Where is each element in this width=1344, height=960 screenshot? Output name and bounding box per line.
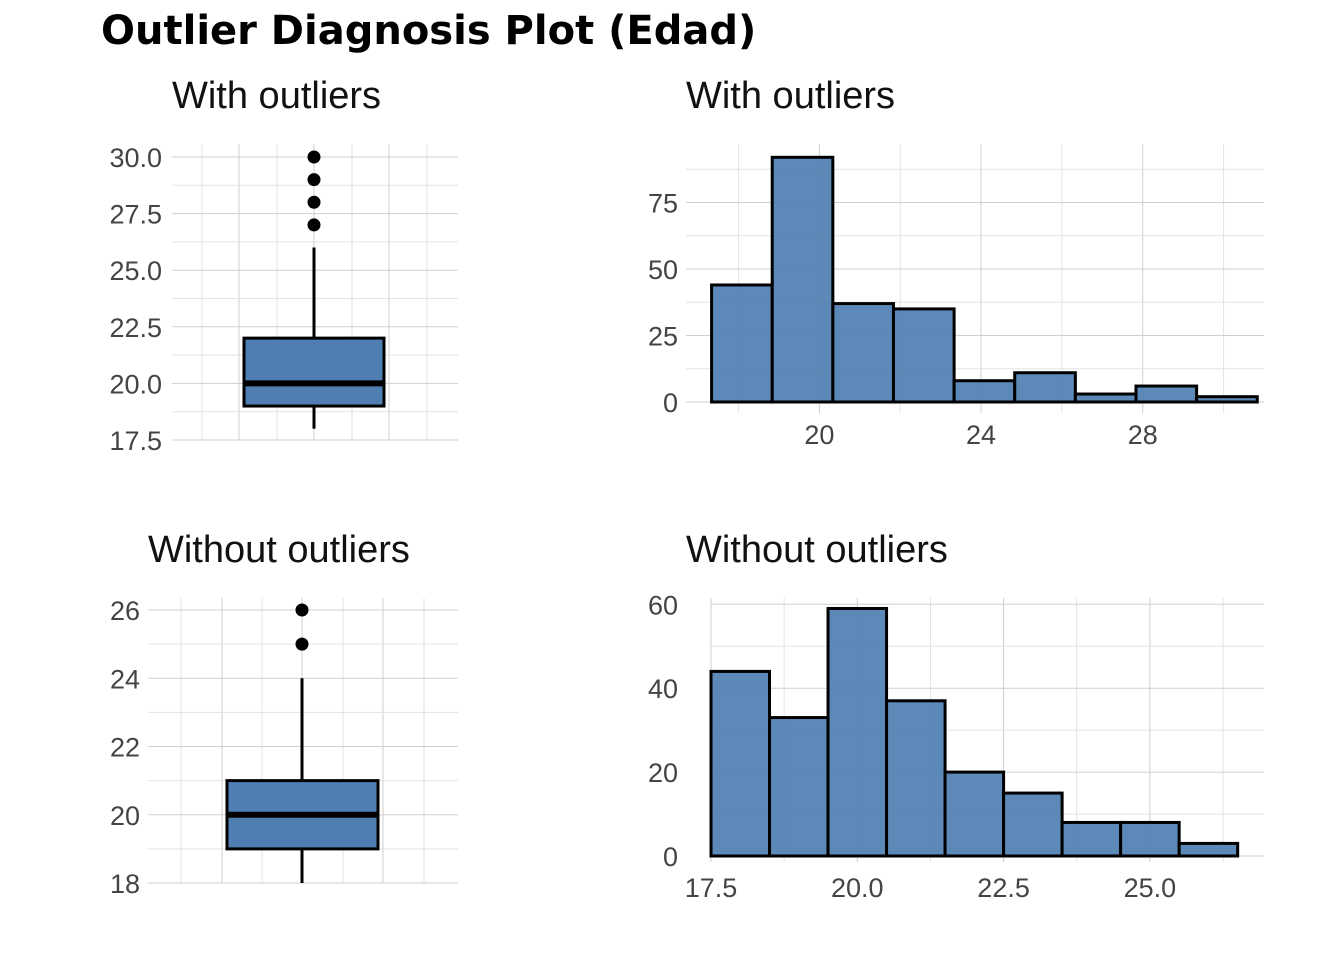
y-tick-label: 50 [648,255,678,285]
histogram-bar [1177,841,1240,858]
histogram-bar [1013,371,1077,404]
y-tick-label: 17.5 [109,426,162,456]
y-tick-label: 26 [110,596,140,626]
outlier-point [295,603,309,617]
y-tick-label: 22.5 [109,313,162,343]
panel-2-subtitle: With outliers [686,75,895,117]
y-tick-label: 30.0 [109,143,162,173]
box-iqr [242,336,386,408]
histogram-bar [1073,392,1138,404]
y-tick-label: 25 [648,322,678,352]
y-tick-label: 20.0 [109,369,162,399]
histogram-bar [885,699,947,858]
outlier-point [307,195,321,209]
y-tick-label: 20 [648,758,678,788]
histogram-bar [1060,820,1123,858]
histogram-bar [709,669,772,858]
x-tick-label: 17.5 [685,873,738,903]
histogram-bar [891,307,956,404]
panel-4-subtitle: Without outliers [686,529,948,571]
histogram-bar [1195,395,1259,404]
panel-1-subtitle: With outliers [172,75,381,117]
y-tick-label: 60 [648,590,678,620]
figure-title: Outlier Diagnosis Plot (Edad) [101,8,756,54]
histogram-bar [1134,384,1199,404]
panel-3-subtitle: Without outliers [148,529,410,571]
y-tick-label: 20 [110,801,140,831]
outlier-point [307,218,321,232]
histogram-bar [1119,820,1181,858]
histogram-bar [710,283,774,404]
x-tick-label: 25.0 [1124,873,1177,903]
histogram-with-outliers: 0 25 50 75 20 24 28 [648,144,1264,450]
outlier-point [307,173,321,187]
y-tick-label: 75 [648,189,678,219]
x-tick-label: 20 [804,420,834,450]
histogram-bar [831,302,895,404]
y-tick-label: 25.0 [109,256,162,286]
outlier-point [295,637,309,651]
y-tick-label: 24 [110,664,140,694]
histogram-bar [952,379,1017,404]
y-tick-label: 0 [663,388,678,418]
boxplot-without-outliers: 18 20 22 24 26 [110,596,458,899]
histogram-bar [770,155,835,404]
histogram-bar [943,770,1006,858]
outlier-point [307,150,321,164]
histogram-bar [768,716,830,858]
y-tick-label: 22 [110,733,140,763]
boxplot-with-outliers: 17.5 20.0 22.5 25.0 27.5 30.0 [109,143,458,456]
histogram-without-outliers: 0 20 40 60 17.5 20.0 22.5 25.0 [648,590,1264,903]
y-tick-label: 27.5 [109,200,162,230]
x-tick-label: 28 [1128,420,1158,450]
x-tick-label: 24 [966,420,996,450]
x-tick-label: 22.5 [977,873,1030,903]
y-tick-label: 0 [663,842,678,872]
y-tick-label: 18 [110,869,140,899]
histogram-bar [826,606,889,858]
x-tick-label: 20.0 [831,873,884,903]
y-tick-label: 40 [648,674,678,704]
histogram-bar [1002,791,1064,858]
